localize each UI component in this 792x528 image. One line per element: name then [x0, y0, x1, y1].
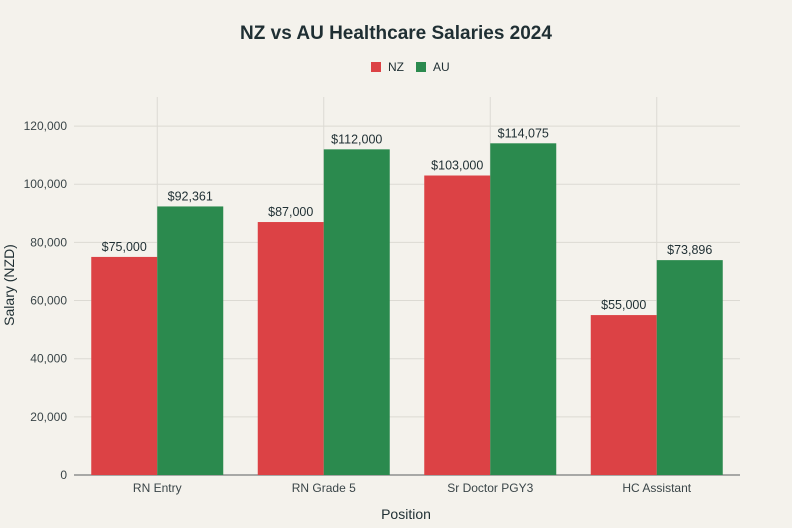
x-tick-label-3: HC Assistant: [622, 481, 691, 495]
chart-title: NZ vs AU Healthcare Salaries 2024: [240, 23, 552, 44]
y-tick-label-4: 80,000: [30, 235, 67, 249]
legend: NZ AU: [371, 60, 450, 74]
x-tick-label-0: RN Entry: [133, 481, 182, 495]
data-label-nz-1: $87,000: [268, 205, 313, 219]
legend-swatch-nz: [371, 62, 381, 72]
legend-label-nz: NZ: [388, 60, 404, 74]
data-label-au-2: $114,075: [498, 126, 549, 140]
y-tick-label-5: 100,000: [24, 177, 68, 191]
data-label-nz-0: $75,000: [102, 240, 147, 254]
y-tick-label-2: 40,000: [30, 352, 67, 366]
bar-au-1: [323, 149, 390, 476]
x-tick-label-1: RN Grade 5: [292, 481, 356, 495]
bar-nz-0: [91, 256, 158, 475]
bars: [91, 143, 723, 476]
y-tick-label-6: 120,000: [24, 119, 68, 133]
y-axis-ticks: 0 20,000 40,000 60,000 80,000 100,000 120,000: [24, 119, 68, 482]
legend-label-au: AU: [433, 60, 450, 74]
bar-nz-2: [424, 175, 491, 475]
data-label-au-0: $92,361: [168, 189, 213, 203]
bar-au-3: [656, 260, 723, 475]
y-tick-label-3: 60,000: [30, 294, 67, 308]
data-label-au-1: $112,000: [331, 132, 382, 146]
data-label-nz-2: $103,000: [431, 159, 483, 173]
x-axis-ticks: RN Entry RN Grade 5 Sr Doctor PGY3 HC Assis…: [133, 481, 692, 495]
data-label-au-3: $73,896: [667, 243, 712, 257]
y-axis-title: Salary (NZD): [1, 244, 17, 326]
data-labels: $75,000 $92,361 $87,000 $112,000 $103,000 $11…: [102, 126, 713, 312]
y-tick-label-1: 20,000: [30, 410, 67, 424]
x-axis-title: Position: [381, 506, 431, 522]
bar-nz-3: [590, 315, 657, 475]
bar-au-2: [490, 143, 557, 475]
x-tick-label-2: Sr Doctor PGY3: [447, 481, 533, 495]
y-tick-label-0: 0: [60, 468, 67, 482]
data-label-nz-3: $55,000: [601, 298, 646, 312]
bar-au-0: [157, 206, 224, 475]
legend-swatch-au: [416, 62, 426, 72]
bar-nz-1: [257, 222, 324, 475]
